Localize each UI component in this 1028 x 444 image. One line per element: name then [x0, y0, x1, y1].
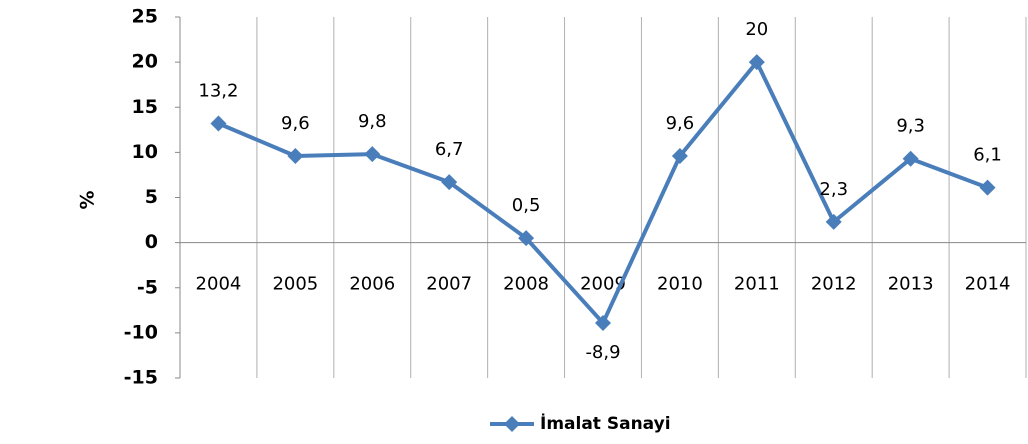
data-label: 9,6 — [281, 113, 310, 134]
marker — [902, 150, 919, 167]
data-label: 13,2 — [198, 80, 238, 101]
marker — [595, 314, 611, 331]
data-label: 6,7 — [435, 139, 464, 160]
legend-marker — [504, 416, 520, 432]
data-label: 9,6 — [666, 113, 695, 134]
marker — [518, 230, 535, 247]
x-tick-label: 2009 — [580, 274, 626, 295]
marker — [287, 147, 304, 164]
y-tick-label: 20 — [132, 51, 158, 73]
x-tick-label: 2014 — [965, 274, 1011, 295]
y-tick-label: 25 — [132, 6, 158, 28]
marker — [210, 115, 227, 132]
x-tick-label: 2011 — [734, 274, 780, 295]
y-tick-label: -10 — [124, 321, 158, 343]
marker — [825, 213, 842, 230]
y-tick-label: 0 — [145, 231, 158, 253]
marker — [671, 147, 688, 164]
marker — [364, 146, 381, 163]
data-label: 6,1 — [973, 145, 1002, 166]
data-label: 9,3 — [896, 116, 925, 137]
y-tick-label: -5 — [137, 276, 158, 298]
marker — [979, 179, 996, 196]
x-tick-label: 2005 — [272, 274, 318, 295]
data-label: 2,3 — [819, 179, 848, 200]
marker — [748, 54, 765, 71]
data-label: 20 — [745, 19, 768, 40]
legend-label: İmalat Sanayi — [540, 412, 671, 434]
y-tick-label: 15 — [132, 96, 158, 118]
x-tick-label: 2007 — [426, 274, 472, 295]
x-tick-label: 2010 — [657, 274, 703, 295]
data-label: -8,9 — [585, 342, 620, 363]
x-tick-label: 2012 — [811, 274, 857, 295]
y-tick-label: -15 — [124, 367, 158, 389]
y-tick-label: 10 — [132, 141, 158, 163]
x-tick-label: 2008 — [503, 274, 549, 295]
x-tick-label: 2004 — [196, 274, 242, 295]
x-tick-label: 2013 — [888, 274, 934, 295]
y-axis-label: % — [77, 190, 99, 209]
data-label: 0,5 — [512, 195, 541, 216]
marker — [441, 174, 458, 191]
data-label: 9,8 — [358, 111, 387, 132]
y-tick-label: 5 — [145, 186, 158, 208]
x-tick-label: 2006 — [349, 274, 395, 295]
